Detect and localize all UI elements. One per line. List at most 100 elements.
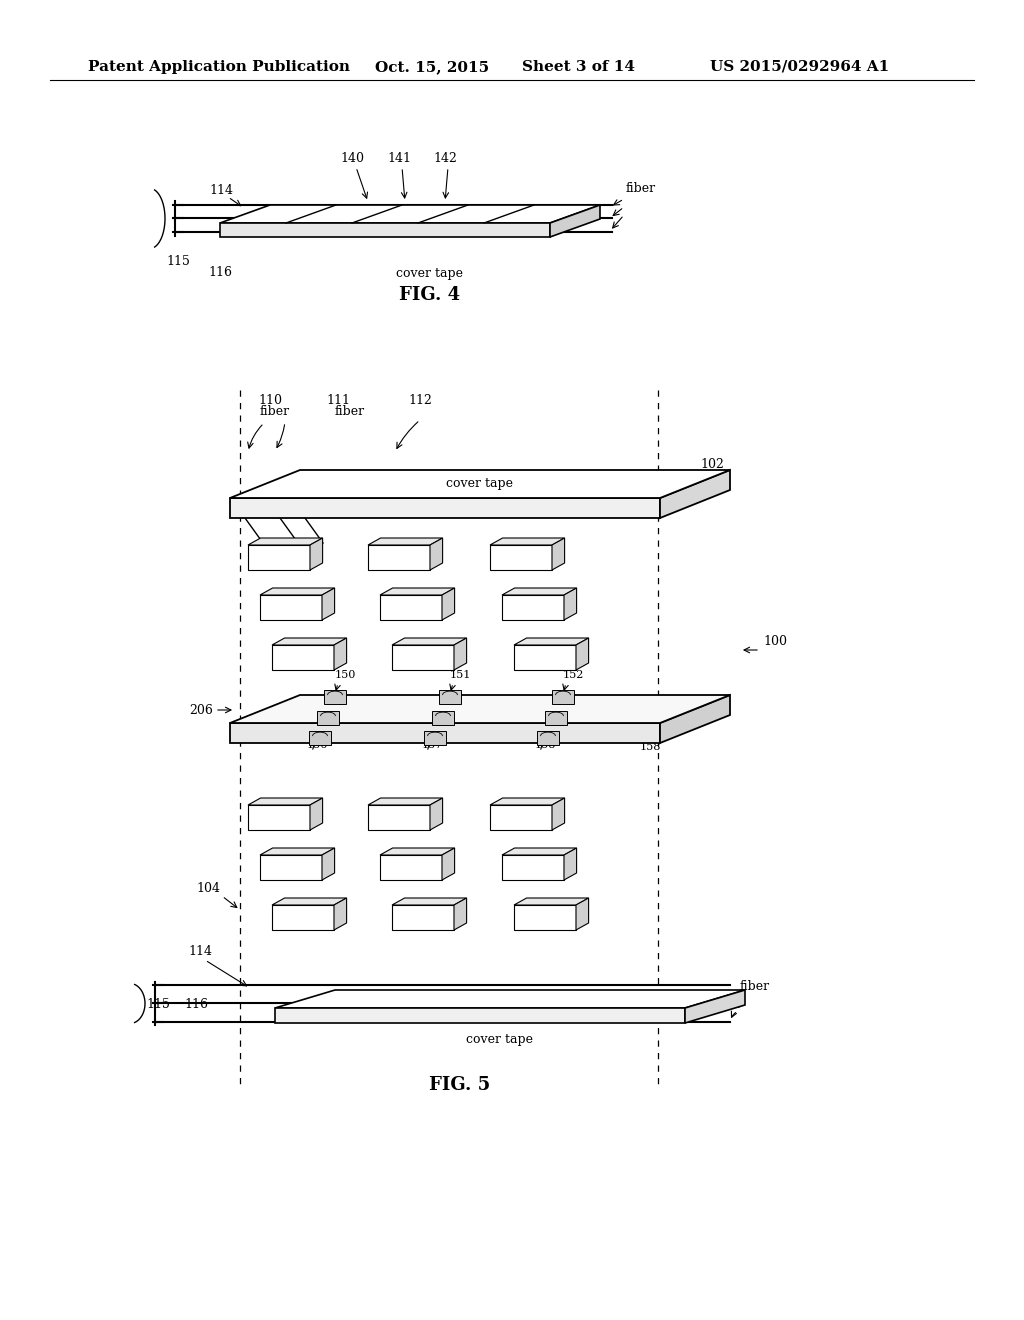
Polygon shape	[220, 205, 600, 223]
Text: 115: 115	[146, 998, 170, 1011]
Text: 142: 142	[433, 152, 457, 165]
Polygon shape	[248, 545, 310, 570]
Polygon shape	[334, 638, 346, 671]
Polygon shape	[575, 898, 589, 931]
Text: 158: 158	[535, 741, 556, 750]
Polygon shape	[537, 731, 559, 744]
Polygon shape	[317, 711, 339, 725]
Text: Sheet 3 of 14: Sheet 3 of 14	[522, 59, 635, 74]
Polygon shape	[432, 711, 454, 725]
Polygon shape	[260, 855, 322, 880]
Polygon shape	[324, 690, 346, 704]
Polygon shape	[272, 898, 346, 906]
Polygon shape	[368, 545, 430, 570]
Polygon shape	[392, 638, 467, 645]
Text: 158: 158	[640, 742, 662, 752]
Polygon shape	[552, 539, 564, 570]
Text: 152: 152	[563, 671, 585, 680]
Text: 150: 150	[335, 671, 356, 680]
Polygon shape	[380, 847, 455, 855]
Text: 153: 153	[315, 708, 336, 718]
Text: FIG. 4: FIG. 4	[399, 286, 461, 304]
Polygon shape	[514, 906, 575, 931]
Text: 104: 104	[196, 882, 220, 895]
Polygon shape	[550, 205, 600, 238]
Polygon shape	[275, 1008, 685, 1023]
Text: cover tape: cover tape	[467, 1034, 534, 1047]
Text: 157: 157	[422, 741, 443, 750]
Polygon shape	[272, 906, 334, 931]
Text: 116: 116	[208, 267, 232, 279]
Polygon shape	[248, 539, 323, 545]
Polygon shape	[490, 545, 552, 570]
Text: fiber: fiber	[626, 182, 656, 195]
Polygon shape	[454, 638, 467, 671]
Polygon shape	[660, 470, 730, 517]
Polygon shape	[310, 539, 323, 570]
Text: US 2015/0292964 A1: US 2015/0292964 A1	[710, 59, 889, 74]
Polygon shape	[248, 799, 323, 805]
Polygon shape	[309, 731, 331, 744]
Polygon shape	[272, 645, 334, 671]
Polygon shape	[334, 898, 346, 931]
Polygon shape	[442, 847, 455, 880]
Polygon shape	[248, 805, 310, 830]
Polygon shape	[439, 690, 461, 704]
Polygon shape	[322, 587, 335, 620]
Text: cover tape: cover tape	[396, 267, 464, 280]
Polygon shape	[368, 799, 442, 805]
Polygon shape	[430, 799, 442, 830]
Text: 154: 154	[430, 708, 452, 718]
Text: 116: 116	[184, 998, 208, 1011]
Polygon shape	[230, 723, 660, 743]
Polygon shape	[322, 847, 335, 880]
Polygon shape	[230, 470, 730, 498]
Polygon shape	[230, 696, 730, 723]
Polygon shape	[575, 638, 589, 671]
Polygon shape	[514, 638, 589, 645]
Polygon shape	[260, 847, 335, 855]
Polygon shape	[660, 696, 730, 743]
Polygon shape	[275, 990, 745, 1008]
Text: 206: 206	[189, 704, 213, 717]
Polygon shape	[424, 731, 446, 744]
Polygon shape	[685, 990, 745, 1023]
Text: fiber: fiber	[260, 405, 290, 418]
Text: Patent Application Publication: Patent Application Publication	[88, 59, 350, 74]
Polygon shape	[564, 847, 577, 880]
Text: Oct. 15, 2015: Oct. 15, 2015	[375, 59, 489, 74]
Polygon shape	[552, 799, 564, 830]
Text: 114: 114	[209, 183, 233, 197]
Polygon shape	[490, 805, 552, 830]
Polygon shape	[454, 898, 467, 931]
Text: 110: 110	[258, 393, 282, 407]
Text: fiber: fiber	[335, 405, 366, 418]
Polygon shape	[502, 847, 577, 855]
Text: 141: 141	[387, 152, 411, 165]
Text: FIG. 5: FIG. 5	[429, 1076, 490, 1094]
Text: cover tape: cover tape	[446, 478, 513, 491]
Polygon shape	[310, 799, 323, 830]
Polygon shape	[272, 638, 346, 645]
Text: 112: 112	[408, 393, 432, 407]
Polygon shape	[380, 595, 442, 620]
Polygon shape	[380, 587, 455, 595]
Text: 114: 114	[188, 945, 212, 958]
Polygon shape	[380, 855, 442, 880]
Polygon shape	[392, 645, 454, 671]
Polygon shape	[502, 587, 577, 595]
Polygon shape	[490, 799, 564, 805]
Polygon shape	[552, 690, 574, 704]
Text: 111: 111	[326, 393, 350, 407]
Polygon shape	[220, 223, 550, 238]
Polygon shape	[564, 587, 577, 620]
Polygon shape	[490, 539, 564, 545]
Polygon shape	[260, 587, 335, 595]
Text: 115: 115	[166, 255, 189, 268]
Polygon shape	[514, 645, 575, 671]
Text: 102: 102	[700, 458, 724, 471]
Polygon shape	[442, 587, 455, 620]
Polygon shape	[260, 595, 322, 620]
Polygon shape	[514, 898, 589, 906]
Polygon shape	[368, 805, 430, 830]
